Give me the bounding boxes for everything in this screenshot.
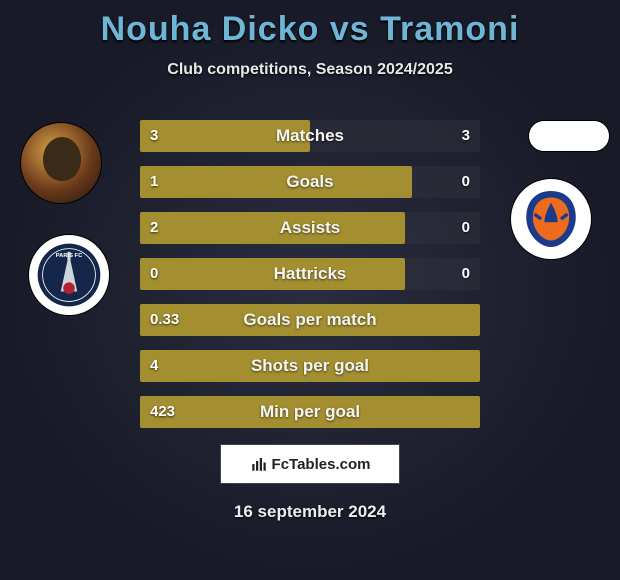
stat-value-left: 4: [150, 350, 158, 382]
title-player2: Tramoni: [380, 10, 519, 48]
stat-value-left: 1: [150, 166, 158, 198]
player2-photo: [528, 120, 610, 152]
logo-text: FcTables.com: [272, 456, 371, 473]
chart-icon: [250, 455, 268, 473]
title-vs: vs: [330, 10, 370, 48]
stats-bars: 33Matches10Goals20Assists00Hattricks0.33…: [140, 120, 480, 442]
player2-club-badge: [510, 178, 592, 260]
stat-row: 33Matches: [140, 120, 480, 152]
stat-value-left: 423: [150, 396, 175, 428]
bar-left-fill: [140, 396, 480, 428]
bar-left-fill: [140, 258, 405, 290]
bar-left-fill: [140, 166, 412, 198]
stat-value-left: 0.33: [150, 304, 179, 336]
stat-row: 4Shots per goal: [140, 350, 480, 382]
bar-left-fill: [140, 212, 405, 244]
stat-row: 10Goals: [140, 166, 480, 198]
subtitle: Club competitions, Season 2024/2025: [0, 61, 620, 79]
date-line: 16 september 2024: [0, 502, 620, 522]
stat-value-right: 0: [462, 212, 470, 244]
player1-photo: [20, 122, 102, 204]
title-player1: Nouha Dicko: [101, 10, 320, 48]
comparison-card: Nouha Dicko vs Tramoni Club competitions…: [0, 0, 620, 580]
svg-text:PARIS FC: PARIS FC: [56, 253, 82, 259]
bar-left-fill: [140, 350, 480, 382]
player1-club-badge: PARIS FC: [28, 234, 110, 316]
paris-fc-badge-icon: PARIS FC: [36, 242, 102, 308]
bar-right-fill: [310, 120, 480, 152]
stat-value-right: 0: [462, 258, 470, 290]
stat-value-left: 2: [150, 212, 158, 244]
stat-row: 00Hattricks: [140, 258, 480, 290]
stat-row: 20Assists: [140, 212, 480, 244]
stat-row: 0.33Goals per match: [140, 304, 480, 336]
stat-value-right: 0: [462, 166, 470, 198]
stat-value-left: 0: [150, 258, 158, 290]
stat-row: 423Min per goal: [140, 396, 480, 428]
club2-badge-icon: [518, 186, 584, 252]
stat-value-left: 3: [150, 120, 158, 152]
page-title: Nouha Dicko vs Tramoni: [0, 0, 620, 49]
bar-left-fill: [140, 304, 480, 336]
fctables-logo[interactable]: FcTables.com: [220, 444, 400, 484]
stat-value-right: 3: [462, 120, 470, 152]
bar-left-fill: [140, 120, 310, 152]
